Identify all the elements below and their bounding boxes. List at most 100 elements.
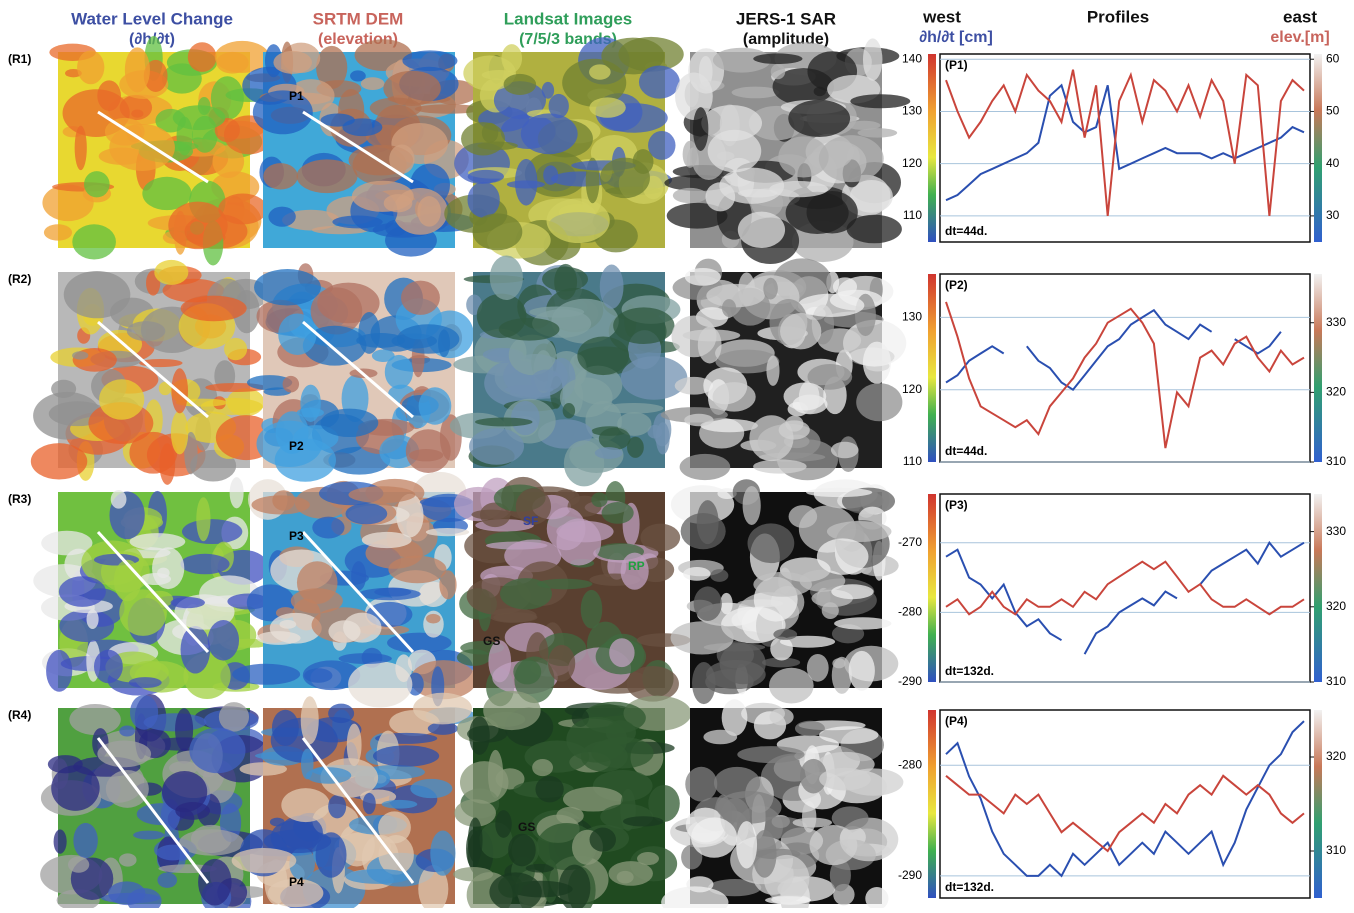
header: JERS-1 SAR (736, 9, 836, 28)
image-texture (564, 440, 604, 486)
image-texture (182, 519, 242, 544)
image-texture (537, 579, 592, 590)
image-texture (508, 834, 536, 867)
image-texture (691, 817, 737, 857)
image-texture (600, 158, 650, 199)
image-panel (661, 258, 907, 480)
chart-annotation: dt=132d. (945, 664, 994, 678)
image-texture (713, 382, 756, 411)
image-texture (501, 44, 522, 72)
image-texture (300, 385, 321, 422)
image-texture (385, 355, 413, 389)
image-label: GS (518, 820, 535, 834)
image-texture (603, 403, 663, 414)
image-texture (788, 100, 850, 137)
image-texture (84, 171, 110, 197)
image-texture (784, 382, 827, 410)
colorbar (1314, 494, 1322, 682)
y-tick-label: -290 (898, 674, 922, 688)
image-texture (618, 37, 683, 72)
image-texture (348, 486, 415, 503)
image-texture (600, 265, 624, 309)
image-texture (189, 728, 245, 774)
image-texture (119, 725, 135, 736)
image-texture (738, 212, 785, 248)
image-panel (671, 479, 899, 704)
y-tick-label: -270 (898, 535, 922, 549)
image-texture (73, 823, 97, 858)
image-texture (157, 872, 177, 887)
image-panel (664, 38, 910, 264)
image-label: P1 (289, 89, 304, 103)
image-texture (819, 135, 884, 182)
image-texture (856, 383, 902, 421)
image-texture (509, 335, 556, 375)
image-texture (171, 597, 205, 608)
image-texture (685, 268, 721, 286)
image-texture (563, 403, 575, 418)
image-texture (722, 299, 736, 317)
image-texture (703, 730, 737, 745)
image-texture (577, 336, 629, 375)
image-texture (332, 216, 382, 229)
chart-title: (P3) (945, 498, 968, 512)
y-tick-label: -290 (898, 868, 922, 882)
image-texture (753, 572, 812, 597)
image-texture (554, 264, 577, 300)
image-texture (68, 856, 89, 872)
image-texture (748, 523, 795, 563)
image-texture (154, 260, 188, 285)
image-panel (454, 477, 691, 706)
image-texture (535, 776, 563, 802)
image-panel (453, 691, 691, 908)
image-texture (832, 658, 845, 668)
image-texture (72, 351, 88, 359)
image-texture (111, 490, 127, 509)
image-texture (328, 704, 354, 724)
image-texture (131, 110, 143, 118)
image-texture (69, 704, 120, 735)
y2-tick-label: 330 (1326, 315, 1346, 329)
image-texture (548, 645, 575, 682)
image-texture (129, 677, 162, 688)
colorbar (1314, 710, 1322, 898)
image-texture (254, 269, 321, 305)
image-texture (430, 831, 455, 876)
image-texture (51, 765, 99, 811)
chart-title: (P1) (945, 58, 968, 72)
image-texture (343, 613, 382, 643)
y-tick-label: 120 (902, 382, 922, 396)
image-texture (513, 659, 541, 684)
image-texture (461, 122, 505, 155)
image-texture (486, 542, 547, 550)
column-headers: Water Level Change (∂h/∂t) SRTM DEM (ele… (71, 7, 1330, 48)
image-texture (316, 832, 347, 877)
image-texture (273, 51, 312, 74)
image-texture (685, 767, 717, 802)
y2-tick-label: 310 (1326, 674, 1346, 688)
image-texture (469, 716, 490, 755)
image-texture (348, 661, 412, 707)
image-texture (817, 538, 869, 574)
image-texture (743, 486, 761, 525)
image-texture (196, 497, 210, 541)
y2-tick-label: 320 (1326, 749, 1346, 763)
image-texture (549, 94, 569, 118)
image-texture (291, 588, 343, 613)
image-texture (686, 876, 713, 892)
image-texture (383, 71, 440, 106)
image-texture (779, 420, 810, 439)
image-texture (46, 650, 72, 692)
image-texture (806, 488, 872, 497)
image-texture (673, 188, 707, 203)
image-texture (168, 202, 227, 250)
image-texture (268, 207, 295, 227)
image-texture (77, 50, 104, 84)
image-texture (499, 318, 560, 341)
image-texture (849, 651, 875, 691)
image-texture (208, 620, 239, 661)
y2-tick-label: 320 (1326, 385, 1346, 399)
image-texture (819, 768, 871, 791)
image-texture (547, 198, 610, 243)
row-label: (R2) (8, 272, 31, 286)
